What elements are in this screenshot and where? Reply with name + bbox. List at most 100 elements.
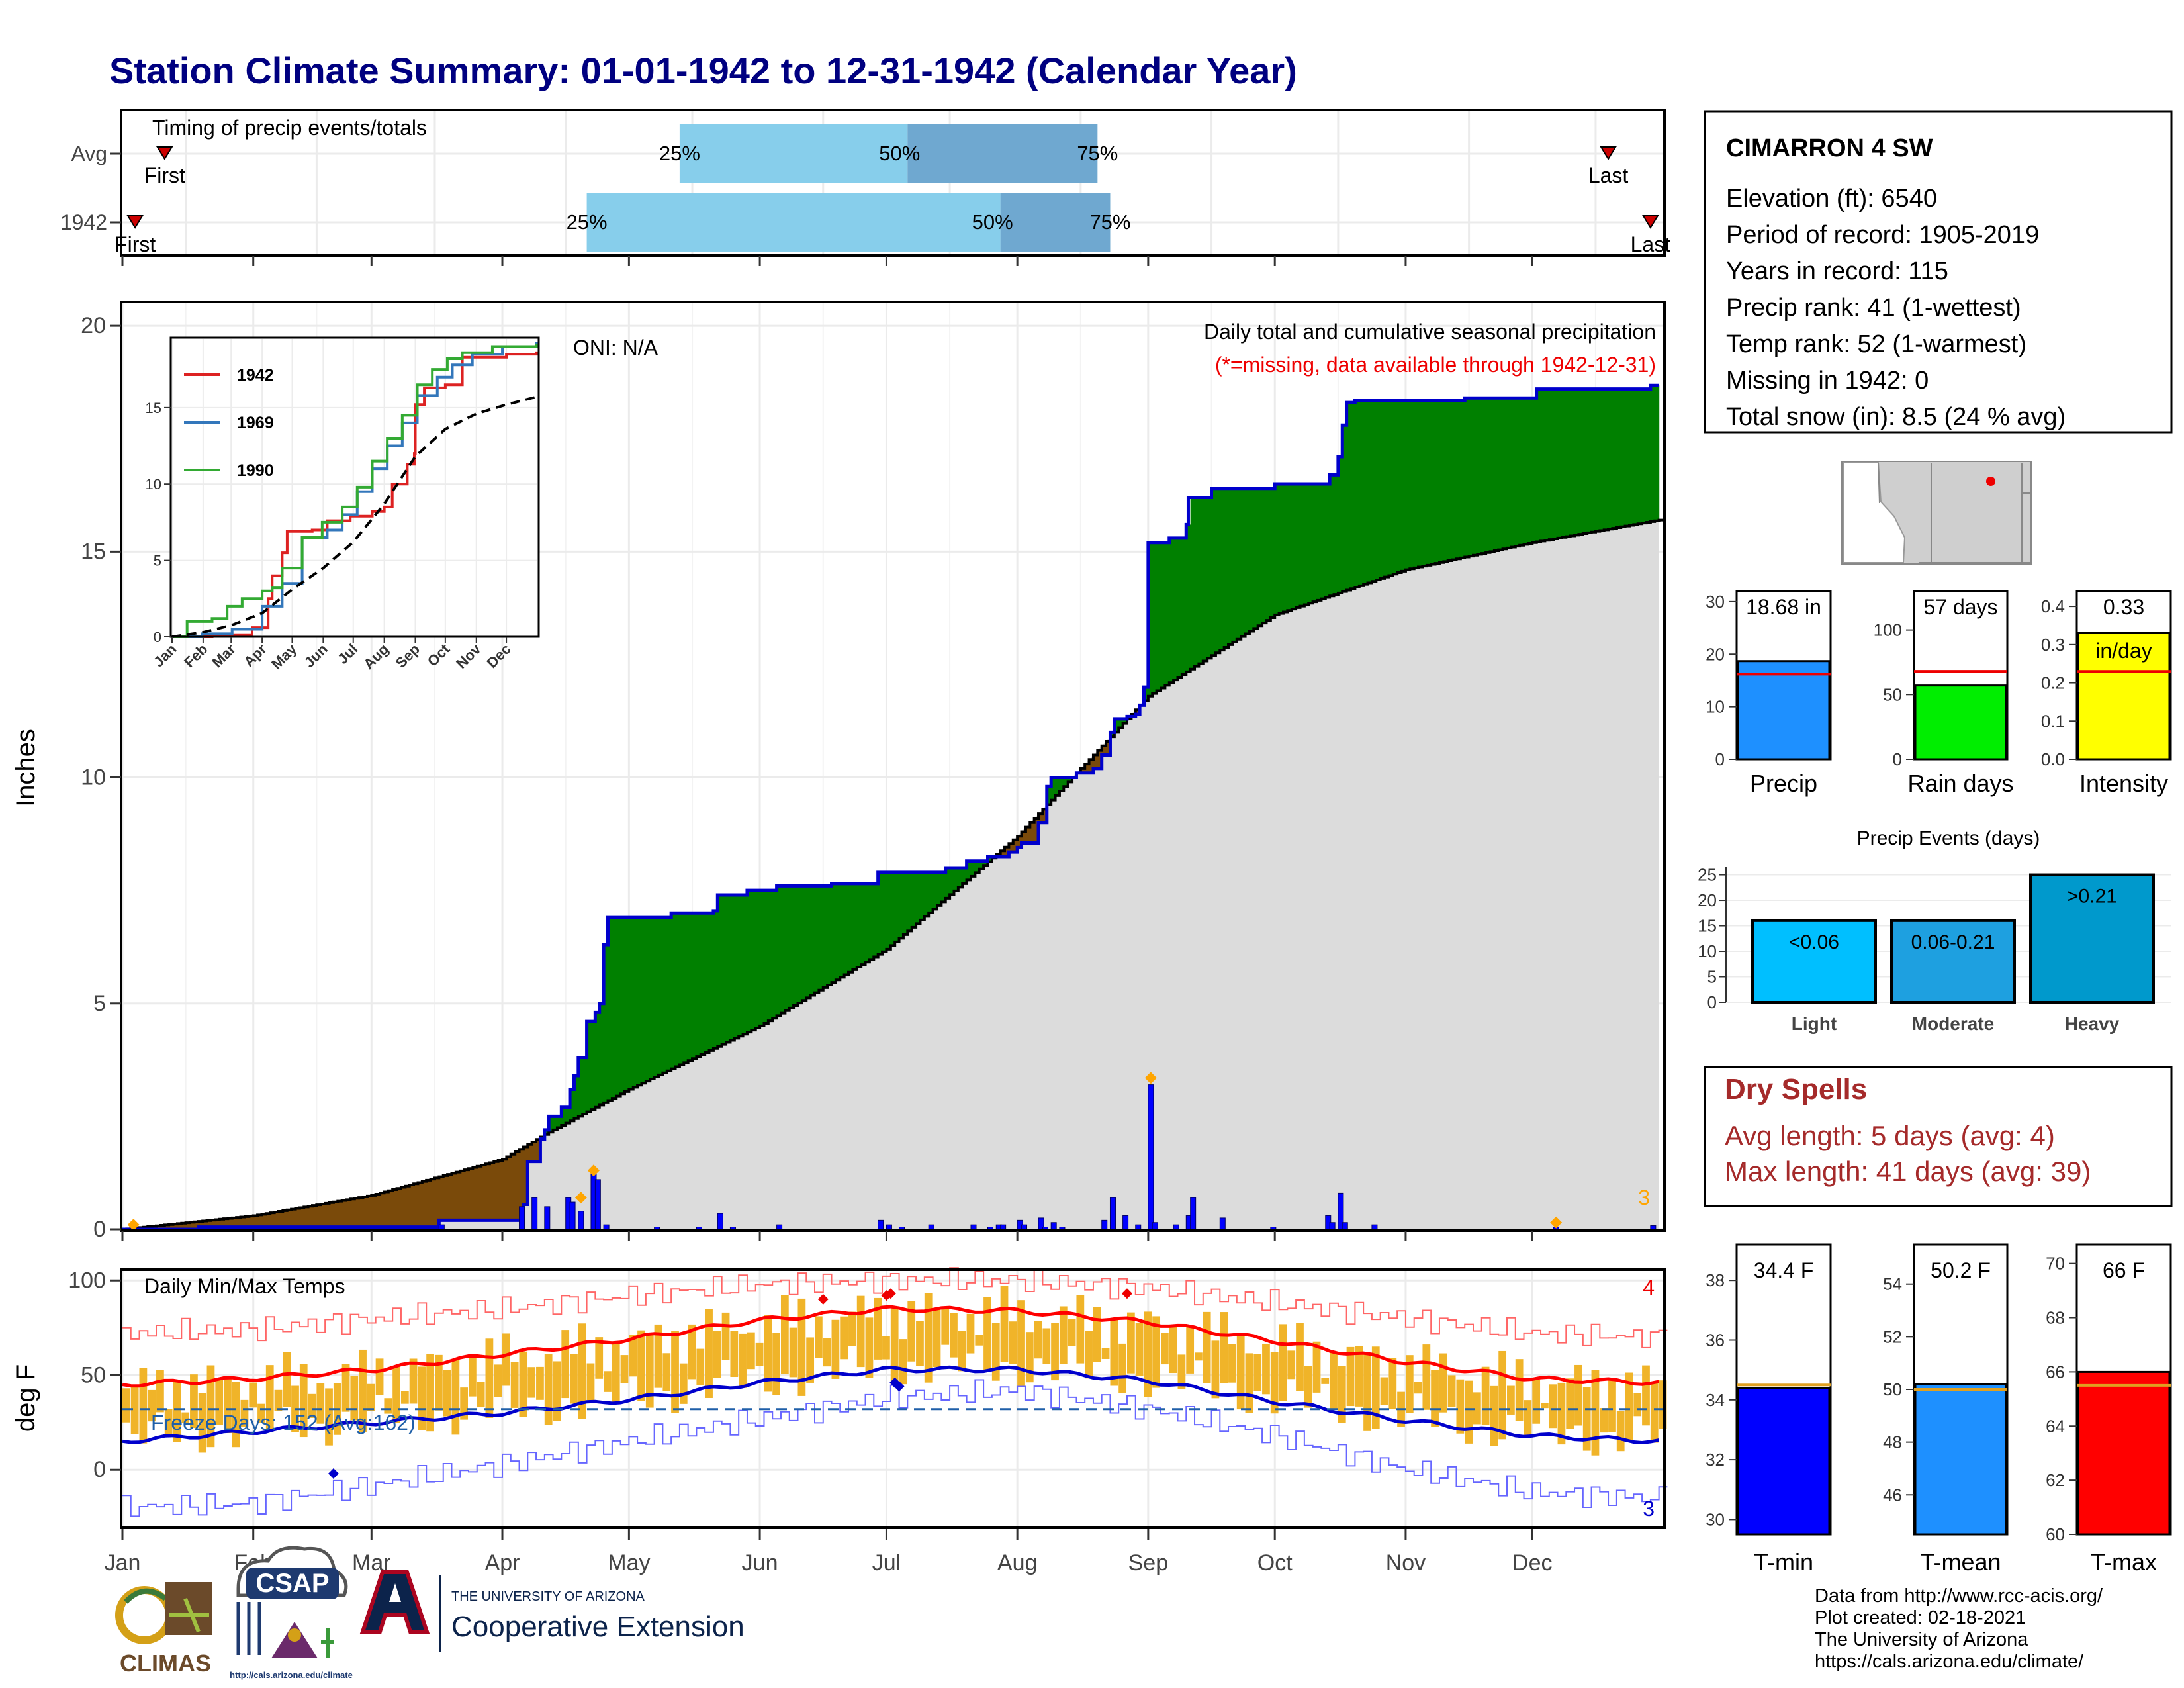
below-average-area [481,1165,486,1221]
daily-temp-bar [1566,1378,1574,1429]
daily-temp-bar [1228,1344,1236,1383]
above-average-area [764,890,769,1024]
above-average-area [1456,400,1461,559]
daily-precip-bar [1152,1222,1158,1230]
below-average-area [375,1194,381,1227]
daily-precip-bar [1173,1224,1179,1230]
last-event-marker [1600,146,1617,160]
temp-bar-tick-label: 50 [1883,1380,1902,1399]
above-average-area [645,917,651,1082]
daily-temp-bar [485,1338,494,1418]
daily-temp-bar [1312,1341,1321,1393]
daily-temp-bar [1203,1311,1211,1383]
inset-x-tick-label: Oct [424,640,453,669]
daily-temp-bar [156,1370,164,1413]
below-average-area [1106,741,1111,755]
daily-temp-bar [747,1332,755,1370]
below-average-area [531,1141,537,1162]
extreme-temp-marker [885,1288,896,1299]
below-average-area [210,1220,216,1227]
daily-temp-bar [1642,1365,1650,1426]
above-average-area [608,917,613,1101]
below-average-area [473,1167,478,1221]
daily-temp-bar [384,1398,392,1414]
min-record-count: 3 [1643,1497,1655,1521]
last-event-label: Last [1588,164,1629,187]
below-average-area [316,1205,322,1227]
first-event-label: First [114,232,156,256]
daily-temp-bar [882,1336,890,1360]
above-average-area [983,861,989,866]
daily-precip-bar [717,1213,723,1230]
above-average-area [1477,398,1482,555]
ua-small-text: THE UNIVERSITY OF ARIZONA [451,1589,645,1604]
below-average-area [1089,759,1094,773]
daily-temp-bar [308,1393,316,1418]
summary-bar-value-label: 0.33 [2103,595,2144,619]
temperature-bars: 30 32 34 36 38 34.4 F T-min 46 48 50 52 54 50.2 F T-m… [1706,1243,2172,1575]
daily-precip-bar [1109,1197,1116,1230]
above-average-area [747,890,752,1033]
precip-events-category: Light [1792,1013,1837,1034]
avg-cumulative-line [122,518,1663,1231]
daily-temp-bar [856,1295,865,1368]
daily-temp-bar [1414,1382,1422,1394]
below-average-area [156,1225,161,1229]
daily-temp-bar [1659,1380,1667,1429]
daily-temp-bar [1042,1328,1051,1364]
daily-precip-bar [776,1224,783,1230]
above-average-area [1245,488,1250,634]
below-average-area [1080,768,1085,773]
temp-bar-value-label: 50.2 F [1931,1258,1991,1282]
daily-temp-bar [1296,1323,1304,1391]
summary-bars: 0 10 20 30 18.68 in Precip 0 50 100 57 days Rain d… [1706,590,2172,797]
below-average-area [489,1162,494,1221]
above-average-area [1633,389,1639,525]
daily-temp-bar [198,1393,206,1453]
above-average-area [929,872,934,913]
daily-temp-bar [173,1380,181,1442]
above-average-area [1055,777,1060,796]
above-average-area [1385,400,1390,577]
below-average-area [460,1170,465,1221]
precip-panel: 0 5 10 15 20 Inches Daily total and cumulati… [11,301,1666,1242]
temp-bar-tick-label: 70 [2046,1254,2065,1274]
daily-temp-bar [265,1365,274,1432]
above-average-area [1169,538,1174,683]
summary-bar-fill [2077,632,2171,761]
below-average-area [519,1149,524,1221]
precip-panel-frame [120,301,1666,1232]
daily-precip-bar [1342,1222,1348,1230]
above-average-area [1650,385,1655,522]
below-average-area [418,1182,423,1227]
summary-bar-unit-label: in/day [2095,639,2152,663]
daily-temp-bar [1524,1400,1532,1438]
above-average-area [801,886,807,1001]
avg-max-line [122,1305,1660,1388]
inset-legend-label: 1990 [237,461,274,480]
daily-precip-bar [1021,1224,1028,1230]
daily-temp-bar [1330,1351,1338,1409]
daily-temp-bar [899,1339,907,1385]
below-average-area [384,1192,389,1227]
above-average-area [962,868,968,884]
above-average-area [1490,398,1495,552]
daily-temp-bar [1025,1332,1034,1383]
last-event-label: Last [1631,232,1671,256]
above-average-area [1173,538,1179,680]
above-average-area [1410,400,1415,569]
above-average-area [1334,475,1339,595]
daily-temp-bar [148,1389,156,1422]
month-label: Jan [105,1550,141,1575]
below-average-area [1038,814,1044,823]
below-average-area [447,1174,453,1221]
record-precip-marker [587,1164,600,1177]
above-average-area [629,917,634,1090]
daily-temp-bar [806,1337,815,1383]
dry-spells-box: Dry Spells Avg length: 5 days (avg: 4) M… [1704,1066,2173,1207]
above-average-area [1443,400,1449,562]
temp-bar-tick-label: 54 [1883,1274,1902,1294]
daily-temp-bar [1287,1350,1296,1380]
summary-bar-name: Intensity [2079,770,2168,797]
daily-temp-bar [966,1313,975,1354]
